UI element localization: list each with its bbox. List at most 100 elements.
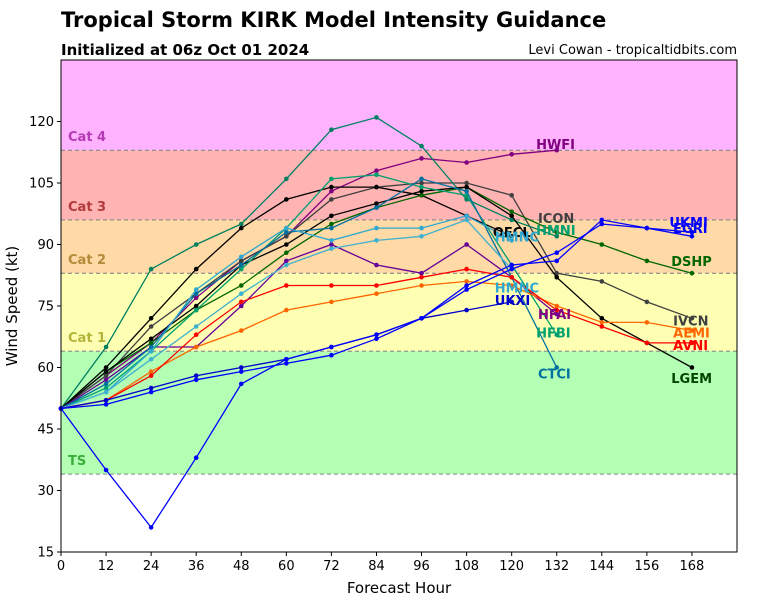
data-point <box>419 283 424 288</box>
model-label: HMNC <box>495 230 539 245</box>
data-point <box>329 184 334 190</box>
data-point <box>193 324 199 329</box>
data-point <box>554 258 560 264</box>
model-label: ICON <box>538 212 574 227</box>
model-label: CTCI <box>538 368 571 383</box>
data-point <box>329 344 334 350</box>
data-point <box>284 307 289 313</box>
x-axis-label: Forecast Hour <box>347 579 452 597</box>
data-point <box>284 357 289 362</box>
category-label: Cat 1 <box>68 331 106 346</box>
data-point <box>148 344 154 350</box>
x-tick-label: 60 <box>278 559 295 574</box>
data-point <box>238 381 244 387</box>
data-point <box>374 168 379 173</box>
data-point <box>599 320 605 325</box>
data-point <box>148 389 154 395</box>
x-tick-label: 84 <box>368 559 385 574</box>
data-point <box>464 283 469 288</box>
data-point <box>689 234 695 239</box>
model-label: HWFI <box>536 138 575 153</box>
data-point <box>689 316 695 321</box>
data-point <box>509 193 514 198</box>
x-tick-label: 96 <box>413 559 430 574</box>
data-point <box>148 348 154 354</box>
data-point <box>193 332 199 338</box>
data-point <box>419 156 424 161</box>
data-point <box>644 340 650 346</box>
category-label: Cat 4 <box>68 130 106 145</box>
data-point <box>193 242 199 247</box>
data-point <box>284 229 289 235</box>
x-tick-label: 72 <box>323 559 340 574</box>
data-point <box>329 352 334 358</box>
data-point <box>284 262 289 268</box>
data-point <box>599 324 605 329</box>
data-point <box>238 291 244 297</box>
data-point <box>103 381 109 387</box>
model-label: LGEM <box>671 372 712 387</box>
data-point <box>419 143 424 149</box>
model-label: EGRI <box>673 222 707 237</box>
data-point <box>464 217 469 223</box>
y-tick-label: 15 <box>37 546 54 561</box>
data-point <box>419 225 424 231</box>
x-tick-label: 0 <box>57 559 65 574</box>
data-point <box>284 361 289 366</box>
data-point <box>148 266 154 272</box>
x-tick-label: 168 <box>680 559 705 574</box>
data-point <box>419 188 424 194</box>
data-point <box>103 385 109 391</box>
model-label: UKMI <box>669 216 707 231</box>
series-line <box>60 116 557 409</box>
series-line <box>60 178 558 410</box>
y-tick-label: 120 <box>29 115 54 130</box>
data-point <box>509 299 514 305</box>
data-point <box>554 365 560 370</box>
model-label: HFAI <box>538 308 571 323</box>
data-point <box>284 225 289 231</box>
data-point <box>238 299 244 305</box>
data-point <box>148 336 154 342</box>
data-point <box>419 193 424 198</box>
data-point <box>464 160 469 165</box>
x-tick-label: 24 <box>143 559 160 574</box>
data-point <box>329 238 334 243</box>
data-point <box>329 197 334 202</box>
data-point <box>238 369 244 374</box>
data-point <box>554 307 560 313</box>
data-point <box>193 373 199 379</box>
data-point <box>148 324 154 329</box>
data-point <box>599 316 605 321</box>
data-point <box>103 377 109 383</box>
data-point <box>644 225 650 231</box>
data-point <box>509 152 514 157</box>
data-point <box>329 299 334 305</box>
data-point <box>554 270 560 276</box>
data-point <box>103 369 109 374</box>
data-point <box>103 373 109 379</box>
data-point <box>689 340 695 346</box>
data-point <box>193 295 199 301</box>
data-point <box>464 184 469 190</box>
data-point <box>419 184 424 190</box>
data-point <box>374 262 379 268</box>
data-point <box>193 307 199 313</box>
data-point <box>374 172 379 178</box>
data-point <box>554 303 560 309</box>
data-point <box>689 328 695 333</box>
category-label: Cat 3 <box>68 200 106 215</box>
data-point <box>554 234 560 239</box>
category-band <box>61 219 737 274</box>
data-point <box>238 262 244 268</box>
category-band <box>61 351 737 475</box>
data-point <box>374 283 379 288</box>
data-point <box>284 250 289 255</box>
data-point <box>193 344 199 350</box>
data-point <box>329 176 334 182</box>
x-tick-label: 120 <box>499 559 524 574</box>
data-point <box>599 242 605 247</box>
y-tick-label: 105 <box>29 177 54 192</box>
credit-text: Levi Cowan - tropicaltidbits.com <box>528 43 737 58</box>
model-label: HMNC <box>495 282 539 297</box>
